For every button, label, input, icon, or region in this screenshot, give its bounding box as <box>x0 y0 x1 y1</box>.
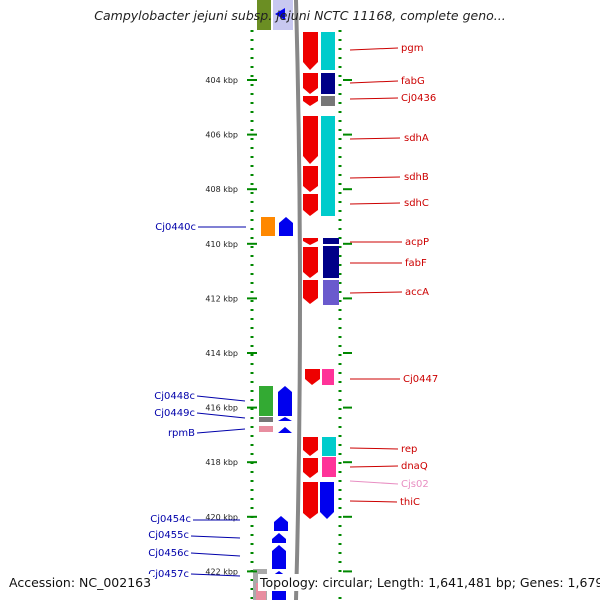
cog-block-rpmB <box>259 426 273 432</box>
reverse-gene-labels: Cj0440c Cj0448c Cj0449c rpmB Cj0454c Cj0… <box>148 222 196 580</box>
cog-block-fabG <box>321 73 335 94</box>
gene-arrow-Cj0436[interactable] <box>303 96 318 106</box>
gene-label-Cj0449c[interactable]: Cj0449c <box>154 408 195 419</box>
label-leader-line <box>349 97 399 100</box>
label-leader-line <box>349 80 399 84</box>
gene-arrow-Cj0447[interactable] <box>305 369 320 385</box>
map-title: Campylobacter jejuni subsp. jejuni NCTC … <box>94 8 506 23</box>
gene-arrow-sdhA[interactable] <box>303 116 318 164</box>
ruler-tick-label: 410 kbp <box>205 240 238 249</box>
cog-block-Cj0449c <box>259 417 273 422</box>
label-leader-lines <box>190 47 403 577</box>
ruler-tick-label: 406 kbp <box>205 131 238 140</box>
gene-arrow-Cj0454c[interactable] <box>274 516 288 531</box>
gene-arrow-sdhB[interactable] <box>303 166 318 192</box>
label-leader-line <box>196 395 246 402</box>
forward-gene-labels: pgm fabG Cj0436 sdhA sdhB sdhC acpP fabF… <box>400 43 438 508</box>
cog-block-Cj0448c <box>259 386 273 416</box>
ruler-tick-label: 420 kbp <box>205 513 238 522</box>
label-leader-line <box>349 202 401 205</box>
gene-label-Cj0456c[interactable]: Cj0456c <box>148 548 189 559</box>
gene-arrow-fabF[interactable] <box>303 247 318 278</box>
gene-arrow-dnaQ[interactable] <box>303 458 318 478</box>
gene-label-accA[interactable]: accA <box>405 287 429 298</box>
topology-text: Topology: circular; Length: 1,641,481 bp… <box>258 574 600 591</box>
ruler-tick-label: 416 kbp <box>205 404 238 413</box>
genome-backbone <box>294 0 302 601</box>
gene-segment-top-green <box>257 0 271 30</box>
gene-arrow-Cj0449c[interactable] <box>278 417 292 421</box>
gene-label-Cj0457c[interactable]: Cj0457c <box>148 569 189 580</box>
accession-text: Accession: NC_002163 <box>7 574 154 591</box>
gene-label-acpP[interactable]: acpP <box>405 237 429 248</box>
label-leader-line <box>190 535 241 539</box>
gene-label-fabF[interactable]: fabF <box>405 258 427 269</box>
cog-block-Cj0440c <box>261 217 275 236</box>
gene-arrow-top-reverse[interactable] <box>275 8 285 20</box>
gene-label-Cj0436[interactable]: Cj0436 <box>401 93 436 104</box>
ruler-tick-label: 422 kbp <box>205 567 238 576</box>
cog-block-sdh <box>321 116 335 216</box>
cog-arrow-thiC <box>320 482 334 519</box>
gene-arrow-acpP[interactable] <box>303 238 318 245</box>
gene-label-Cj0440c[interactable]: Cj0440c <box>155 222 196 233</box>
label-leader-line <box>349 47 399 51</box>
cog-block-dnaQ <box>322 457 336 477</box>
cog-block-rep <box>322 437 336 456</box>
gene-label-Cj0447[interactable]: Cj0447 <box>403 374 438 385</box>
ruler-tick-label: 404 kbp <box>205 76 238 85</box>
gene-arrow-accA[interactable] <box>303 280 318 304</box>
label-leader-line <box>190 552 241 557</box>
label-leader-line <box>349 176 401 179</box>
label-leader-line <box>190 573 241 577</box>
label-leader-line <box>196 412 246 419</box>
gene-label-thiC[interactable]: thiC <box>400 497 420 508</box>
gene-label-Cj0454c[interactable]: Cj0454c <box>150 514 191 525</box>
cog-block-pgm <box>321 32 335 70</box>
gene-label-rep[interactable]: rep <box>401 444 417 455</box>
cog-block-accA <box>323 280 339 305</box>
label-leader-line <box>349 447 399 450</box>
label-leader-line <box>349 465 399 468</box>
ruler-tick-label: 408 kbp <box>205 185 238 194</box>
gene-segment-bottom-pink <box>256 583 266 600</box>
gene-label-sdhA[interactable]: sdhA <box>404 133 429 144</box>
cog-block-Cj0436 <box>321 96 335 106</box>
gene-label-rpmB[interactable]: rpmB <box>168 428 195 439</box>
gene-arrow-rep[interactable] <box>303 437 318 456</box>
label-leader-line <box>349 480 399 485</box>
gene-label-sdhC[interactable]: sdhC <box>404 198 429 209</box>
ruler-tick-label: 412 kbp <box>205 294 238 303</box>
gene-arrow-rpmB[interactable] <box>278 427 292 433</box>
gene-label-sdhB[interactable]: sdhB <box>404 172 429 183</box>
ruler-tick-label: 418 kbp <box>205 458 238 467</box>
gene-arrow-fabG[interactable] <box>303 73 318 94</box>
label-leader-line <box>349 137 401 140</box>
gene-arrow-pgm[interactable] <box>303 32 318 70</box>
label-leader-line <box>349 291 403 294</box>
gene-arrow-Cj0455c[interactable] <box>272 533 286 543</box>
gene-label-Cj0455c[interactable]: Cj0455c <box>148 530 189 541</box>
gene-label-dnaQ[interactable]: dnaQ <box>401 461 428 472</box>
gene-arrow-Cj0440c[interactable] <box>279 217 293 236</box>
gene-label-fabG[interactable]: fabG <box>401 76 425 87</box>
gene-arrow-Cj0448c[interactable] <box>278 386 292 416</box>
cog-block-fabF <box>323 246 339 278</box>
gene-arrow-sdhC[interactable] <box>303 194 318 216</box>
gene-label-pgm[interactable]: pgm <box>401 43 423 54</box>
gene-label-Cj0448c[interactable]: Cj0448c <box>154 391 195 402</box>
gene-label-Cjs02[interactable]: Cjs02 <box>401 479 429 490</box>
gene-arrow-Cj0456c[interactable] <box>272 545 286 569</box>
gene-arrow-thiC[interactable] <box>303 482 318 519</box>
ruler: 404 kbp 406 kbp 408 kbp 410 kbp 412 kbp 414 k… <box>205 76 352 576</box>
label-leader-line <box>196 428 246 434</box>
ruler-tick-label: 414 kbp <box>205 349 238 358</box>
cog-block-acpP <box>323 238 339 244</box>
label-leader-line <box>349 500 398 503</box>
cog-block-Cj0447 <box>322 369 334 385</box>
